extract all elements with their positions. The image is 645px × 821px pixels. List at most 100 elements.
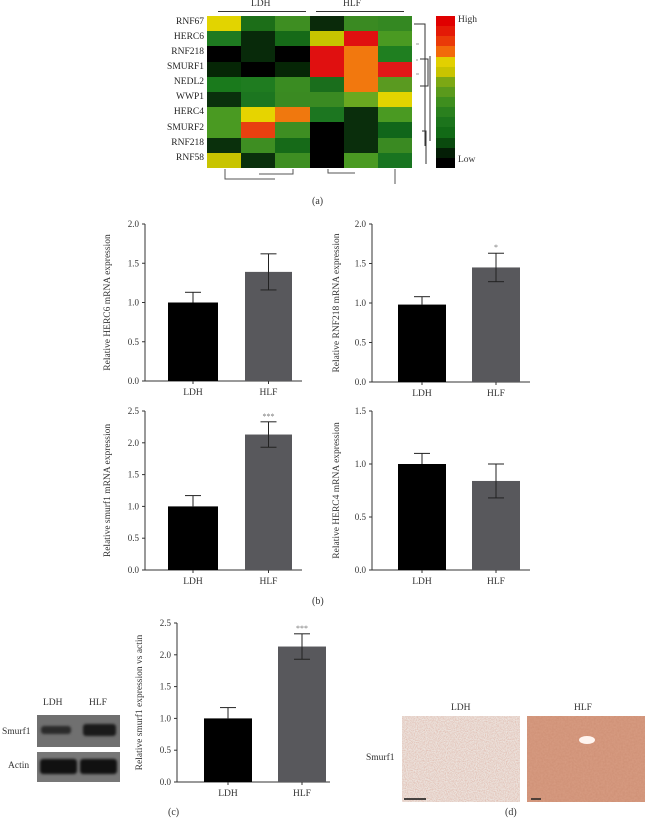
- y-axis-label: Relative HERC6 mRNA expression: [103, 234, 113, 371]
- blot-lane-label-hlf: HLF: [89, 698, 107, 708]
- heatmap-row-labels: RNF67 HERC6 RNF218 SMURF1 NEDL2 WWP1 HER…: [130, 16, 204, 168]
- panel-label-d: (d): [505, 807, 517, 818]
- band-smurf1-hlf: [83, 724, 116, 736]
- heatmap-cell: [275, 122, 310, 139]
- heatmap-grid: [207, 16, 413, 169]
- heatmap-cell: [377, 92, 413, 108]
- heatmap-cell: [377, 107, 413, 123]
- x-tick-label: HLF: [487, 577, 505, 587]
- ihc-col-label-hlf: HLF: [574, 703, 592, 713]
- heatmap-cell: [309, 122, 345, 139]
- heatmap-cell: [343, 92, 379, 108]
- heatmap-cell: [377, 152, 413, 169]
- heatmap-cell: [275, 31, 310, 47]
- row-label: RNF218: [171, 138, 204, 148]
- heatmap-cell: [377, 137, 413, 154]
- heatmap-cell: [275, 61, 310, 78]
- scale-swatch: [436, 26, 455, 37]
- heatmap-cell: [241, 152, 276, 169]
- heatmap-cell: [275, 137, 310, 154]
- bar-ldh: [398, 304, 446, 382]
- y-tick-label: 2.5: [160, 618, 172, 628]
- bar-hlf: [245, 434, 292, 570]
- y-tick-label: 0.0: [355, 377, 367, 387]
- bar-ldh: [398, 464, 446, 570]
- heatmap-cell: [343, 76, 379, 93]
- row-label: HERC6: [173, 32, 204, 42]
- bar-hlf: [472, 267, 520, 382]
- y-tick-label: 0.5: [128, 533, 140, 543]
- heatmap-cell: [309, 16, 345, 32]
- heatmap-cell: [309, 46, 345, 63]
- y-tick-label: 1.0: [355, 298, 367, 308]
- heatmap-cell: [241, 61, 276, 78]
- y-tick-label: 1.0: [355, 459, 367, 469]
- heatmap-cell: [377, 122, 413, 139]
- heatmap-cell: [377, 76, 413, 93]
- heatmap-cell: [275, 16, 310, 32]
- y-tick-label: 0.5: [355, 512, 367, 522]
- column-dendrogram: [224, 169, 396, 184]
- x-tick-label: LDH: [412, 389, 432, 399]
- y-tick-label: 0.0: [160, 777, 172, 787]
- heatmap-cell: [207, 107, 242, 123]
- heatmap-cell: [241, 46, 276, 63]
- bar-hlf: [278, 646, 326, 782]
- row-label: RNF58: [176, 153, 204, 163]
- scale-swatch: [436, 127, 455, 139]
- heatmap-cell: [377, 16, 413, 32]
- row-label: RNF67: [176, 17, 204, 27]
- panel-label-c: (c): [168, 807, 180, 818]
- significance-marker: ***: [296, 624, 308, 633]
- row-dendrogram: [414, 23, 431, 164]
- heatmap-cell: [207, 152, 242, 169]
- scale-swatch: [436, 147, 455, 159]
- heatmap-cell: [377, 31, 413, 47]
- scale-swatch: [436, 36, 455, 47]
- y-tick-label: 2.5: [128, 406, 140, 416]
- y-axis-label: Relative smurf1 expression vs actin: [134, 634, 145, 770]
- row-label: SMURF2: [167, 123, 204, 133]
- band-smurf1-ldh: [41, 726, 71, 734]
- heatmap-cell: [309, 61, 345, 78]
- heatmap-cell: [207, 76, 242, 93]
- heatmap-cell: [241, 122, 276, 139]
- scale-swatch: [436, 76, 455, 88]
- row-label: RNF218: [171, 47, 204, 57]
- heatmap-cell: [309, 92, 345, 108]
- scale-swatch: [436, 16, 455, 27]
- y-tick-label: 2.0: [355, 219, 367, 229]
- panel-label-b: (b): [312, 596, 324, 607]
- y-tick-label: 0.0: [128, 376, 140, 386]
- heatmap-cell: [343, 152, 379, 169]
- heatmap-cell: [309, 31, 345, 47]
- heatmap-color-scale: [436, 16, 455, 169]
- heatmap-cell: [377, 46, 413, 63]
- heatmap-cell: [241, 31, 276, 47]
- heatmap-cell: [343, 46, 379, 63]
- y-tick-label: 1.0: [160, 713, 172, 723]
- y-tick-label: 0.5: [355, 338, 367, 348]
- y-axis-label: Relative smurf1 mRNA expression: [102, 424, 113, 557]
- blot-actin-membrane: [37, 752, 120, 782]
- heatmap-cell: [207, 92, 242, 108]
- group-bracket-ldh: [218, 11, 306, 12]
- y-axis-label: Relative HERC4 mRNA expression: [332, 422, 342, 559]
- heatmap-cell: [275, 152, 310, 169]
- scale-swatch: [436, 107, 455, 118]
- group-bracket-hlf: [316, 11, 404, 12]
- heatmap-cell: [343, 137, 379, 154]
- significance-marker: *: [494, 243, 498, 252]
- heatmap-cell: [241, 107, 276, 123]
- bar-ldh: [204, 718, 252, 782]
- x-tick-label: LDH: [183, 577, 203, 587]
- heatmap-cell: [309, 76, 345, 93]
- ihc-col-label-ldh: LDH: [451, 703, 471, 713]
- scale-swatch: [436, 157, 455, 169]
- y-tick-label: 2.0: [160, 650, 172, 660]
- band-actin-ldh: [40, 759, 77, 774]
- heatmap-cell: [343, 107, 379, 123]
- heatmap-cell: [207, 137, 242, 154]
- heatmap-cell: [241, 137, 276, 154]
